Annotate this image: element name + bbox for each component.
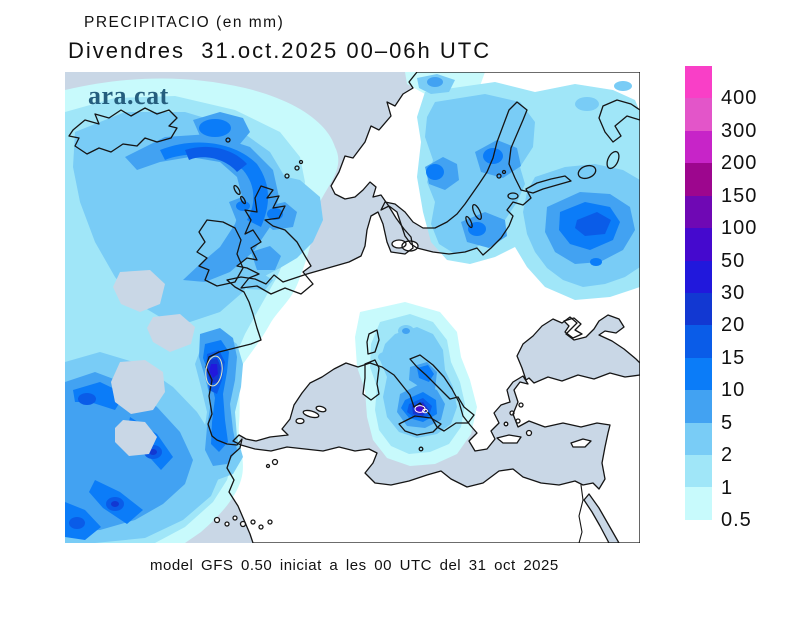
map-title-line1: PRECIPITACIO (en mm): [84, 14, 285, 31]
colorbar-level-label: 2: [721, 444, 734, 467]
nile-river: [578, 484, 584, 543]
colorbar-segment: [685, 163, 712, 196]
colorbar-level-label: 30: [721, 282, 746, 304]
colorbar-level-label: 5: [721, 411, 734, 434]
colorbar-segment: [685, 66, 712, 99]
colorbar-segment: [685, 98, 712, 131]
model-run-caption: model GFS 0.50 iniciat a les 00 UTC del …: [150, 557, 559, 574]
colorbar-level-label: 20: [721, 314, 746, 337]
colorbar-level-label: 300: [721, 119, 758, 142]
colorbar-segment: [685, 357, 712, 391]
colorbar-segment: [685, 390, 712, 423]
map-title-line2: Divendres 31.oct.2025 00–06h UTC: [68, 38, 492, 63]
colorbar-level-label: 50: [721, 249, 746, 272]
colorbar-level-label: 400: [721, 87, 758, 110]
colorbar-level-label: 100: [721, 217, 758, 240]
precipitation-colorbar: [685, 66, 712, 520]
colorbar-level-label: 10: [721, 379, 746, 402]
colorbar-segment: [685, 487, 712, 520]
colorbar-segment: [685, 325, 712, 358]
dry-slots: [111, 270, 195, 456]
colorbar-segment: [685, 455, 712, 488]
contour-rings: [205, 355, 428, 414]
colorbar-level-label: 15: [721, 346, 746, 369]
precip-shading: [65, 72, 640, 543]
colorbar-segment: [685, 292, 712, 326]
colorbar-level-label: 0.5: [721, 509, 752, 531]
coastlines: [68, 72, 640, 543]
precipitation-map: ara.cat: [65, 72, 640, 543]
colorbar-segment: [685, 195, 712, 229]
colorbar-level-label: 150: [721, 184, 758, 207]
colorbar-level-label: 1: [721, 476, 734, 499]
ara-cat-logo: ara.cat: [88, 81, 169, 110]
colorbar-segment: [685, 422, 712, 456]
europe-map-svg: [65, 72, 640, 543]
colorbar-level-label: 200: [721, 152, 758, 175]
colorbar-segment: [685, 228, 712, 261]
colorbar-segment: [685, 260, 712, 293]
colorbar-segment: [685, 130, 712, 164]
